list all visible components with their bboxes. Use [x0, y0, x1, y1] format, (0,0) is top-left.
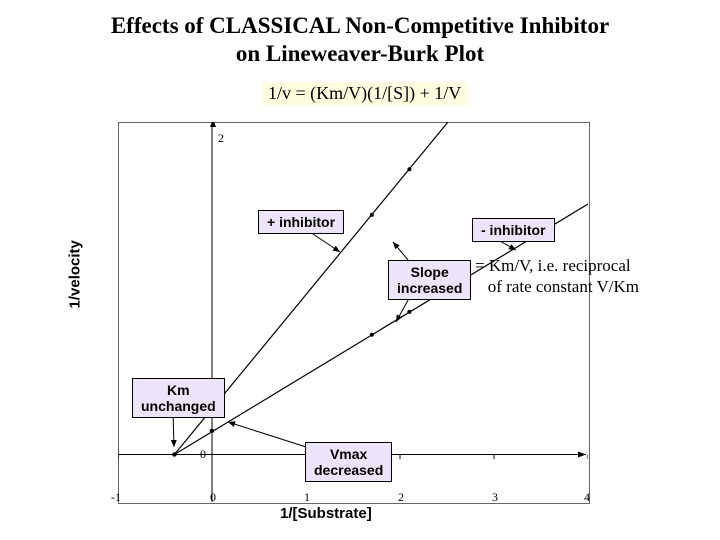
page-title: Effects of CLASSICAL Non-Competitive Inh…: [0, 12, 720, 67]
xtick--1: -1: [111, 490, 121, 505]
slope-label: Slope increased: [388, 260, 471, 300]
xtick-2: 2: [398, 490, 404, 505]
title-line2: on Lineweaver-Burk Plot: [236, 41, 484, 66]
slope-marker: [370, 167, 418, 336]
side-note: = Km/V, i.e. reciprocal of rate constant…: [475, 255, 639, 298]
equation-text: 1/v = (Km/V)(1/[S]) + 1/V: [262, 82, 467, 105]
y-axis-label: 1/velocity: [67, 240, 84, 308]
x-axis-label: 1/[Substrate]: [280, 505, 372, 522]
ytick-0: 0: [200, 447, 206, 462]
plus-inhibitor-pointer: [310, 232, 340, 252]
ytick-2: 2: [218, 131, 224, 146]
km-label: Km unchanged: [132, 378, 225, 418]
xtick-3: 3: [492, 490, 498, 505]
title-line1: Effects of CLASSICAL Non-Competitive Inh…: [111, 13, 609, 38]
xtick-0: 0: [210, 490, 216, 505]
vmax-label: Vmax decreased: [305, 442, 392, 482]
xtick-4: 4: [584, 490, 590, 505]
plus-inhibitor-label: + inhibitor: [258, 210, 344, 234]
xtick-1: 1: [304, 490, 310, 505]
minus-inhibitor-label: - inhibitor: [472, 218, 555, 242]
